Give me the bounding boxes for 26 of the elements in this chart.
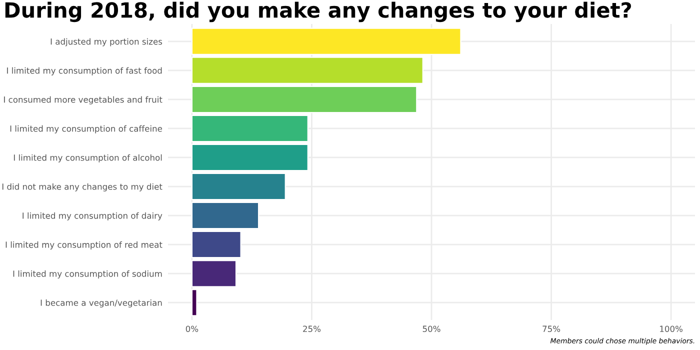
- y-tick-label: I limited my consumption of red meat: [6, 241, 162, 250]
- bar: [191, 202, 260, 230]
- bar: [191, 260, 237, 288]
- y-tick-label: I limited my consumption of fast food: [7, 67, 162, 76]
- x-tick-label: 100%: [660, 326, 682, 332]
- x-tick-label: 75%: [542, 326, 560, 332]
- y-tick-label: I limited my consumption of caffeine: [10, 125, 162, 134]
- y-tick-label: I limited my consumption of dairy: [22, 212, 162, 220]
- x-tick-label: 0%: [186, 326, 198, 332]
- bar: [191, 288, 198, 316]
- y-tick-label: I did not make any changes to my diet: [2, 183, 162, 192]
- y-tick-label: I limited my consumption of sodium: [13, 270, 162, 278]
- bar: [191, 56, 424, 84]
- bar: [191, 114, 308, 142]
- x-tick-label: 25%: [303, 326, 321, 332]
- bar: [191, 86, 418, 114]
- bar: [191, 28, 462, 56]
- y-tick-label: I limited my consumption of alcohol: [14, 154, 162, 162]
- chart-title: During 2018, did you make any changes to your diet?: [5, 2, 631, 22]
- y-tick-label: I adjusted my portion sizes: [50, 38, 162, 46]
- y-tick-label: I consumed more vegetables and fruit: [4, 96, 162, 104]
- x-tick-label: 50%: [422, 326, 440, 332]
- bar: [191, 230, 242, 258]
- bar: [191, 144, 308, 172]
- y-tick-label: I became a vegan/vegetarian: [40, 299, 162, 308]
- bar: [191, 172, 286, 200]
